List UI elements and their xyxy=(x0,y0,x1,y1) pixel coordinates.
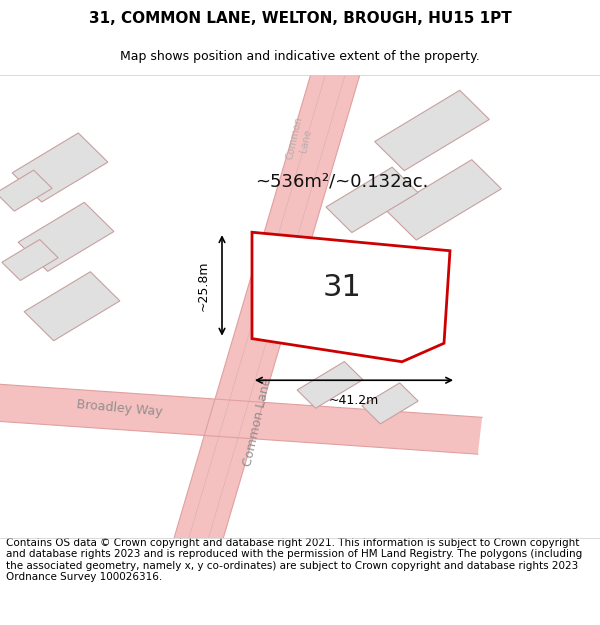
Text: Contains OS data © Crown copyright and database right 2021. This information is : Contains OS data © Crown copyright and d… xyxy=(6,538,582,582)
Text: Common Lane: Common Lane xyxy=(242,376,274,468)
Polygon shape xyxy=(18,202,114,271)
Text: ~25.8m: ~25.8m xyxy=(197,260,210,311)
Text: Map shows position and indicative extent of the property.: Map shows position and indicative extent… xyxy=(120,50,480,62)
Polygon shape xyxy=(374,90,490,171)
Polygon shape xyxy=(24,272,120,341)
Text: 31: 31 xyxy=(323,273,361,302)
Text: Broadley Way: Broadley Way xyxy=(76,398,164,418)
Polygon shape xyxy=(0,381,482,454)
Polygon shape xyxy=(297,361,363,408)
Text: 31, COMMON LANE, WELTON, BROUGH, HU15 1PT: 31, COMMON LANE, WELTON, BROUGH, HU15 1P… xyxy=(89,11,511,26)
Text: ~536m²/~0.132ac.: ~536m²/~0.132ac. xyxy=(256,173,428,191)
Polygon shape xyxy=(326,167,418,232)
Polygon shape xyxy=(386,159,502,240)
Polygon shape xyxy=(252,232,450,362)
Polygon shape xyxy=(12,133,108,202)
Polygon shape xyxy=(362,383,418,424)
Polygon shape xyxy=(2,239,58,281)
Polygon shape xyxy=(169,48,365,565)
Polygon shape xyxy=(0,170,52,211)
Text: Common
Lane: Common Lane xyxy=(284,116,316,164)
Text: ~41.2m: ~41.2m xyxy=(329,394,379,407)
